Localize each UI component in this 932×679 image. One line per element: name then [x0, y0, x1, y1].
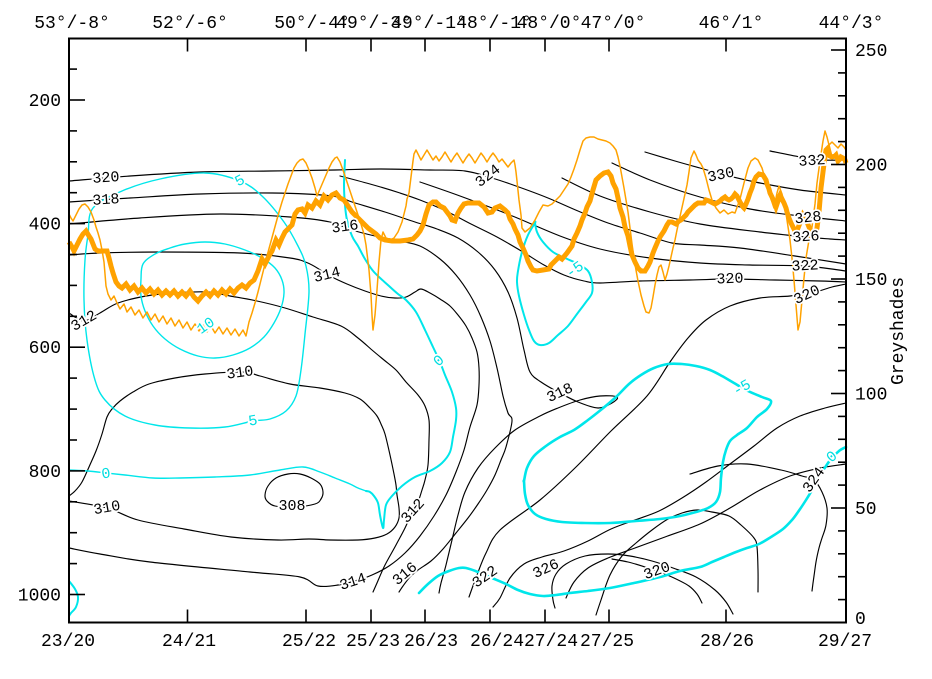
svg-text:50°/-4°: 50°/-4° [274, 14, 350, 34]
svg-text:44°/3°: 44°/3° [819, 14, 884, 34]
svg-text:29/27: 29/27 [818, 632, 872, 652]
svg-text:23/20: 23/20 [41, 632, 95, 652]
svg-text:25/22: 25/22 [282, 632, 336, 652]
svg-text:318: 318 [92, 191, 120, 210]
svg-text:150: 150 [855, 271, 887, 291]
svg-text:250: 250 [855, 42, 887, 62]
svg-text:328: 328 [794, 209, 823, 229]
svg-text:200: 200 [29, 92, 61, 112]
svg-text:Greyshades: Greyshades [889, 277, 909, 385]
svg-text:400: 400 [29, 216, 61, 236]
svg-text:53°/-8°: 53°/-8° [34, 14, 110, 34]
svg-text:320: 320 [716, 271, 744, 289]
svg-text:50: 50 [855, 500, 877, 520]
svg-text:28/26: 28/26 [700, 632, 754, 652]
svg-text:200: 200 [855, 157, 887, 177]
svg-text:308: 308 [278, 498, 305, 515]
svg-text:1000: 1000 [18, 587, 61, 607]
svg-text:46°/1°: 46°/1° [699, 14, 764, 34]
svg-text:47°/0°: 47°/0° [581, 14, 646, 34]
svg-text:49°/-3°: 49°/-3° [336, 14, 412, 34]
svg-text:310: 310 [226, 363, 255, 384]
svg-text:48°/-1°: 48°/-1° [456, 14, 532, 34]
svg-text:800: 800 [29, 463, 61, 483]
svg-text:326: 326 [792, 228, 820, 247]
svg-text:26/23: 26/23 [404, 632, 458, 652]
svg-text:320: 320 [92, 169, 120, 188]
svg-text:600: 600 [29, 339, 61, 359]
svg-text:24/21: 24/21 [162, 632, 216, 652]
svg-text:322: 322 [791, 257, 819, 275]
svg-text:27/25: 27/25 [580, 632, 634, 652]
svg-text:332: 332 [798, 152, 826, 171]
svg-text:48°/0°: 48°/0° [517, 14, 582, 34]
svg-text:25/23: 25/23 [346, 632, 400, 652]
svg-text:0: 0 [855, 610, 866, 630]
svg-text:0: 0 [100, 465, 111, 483]
svg-text:26/24: 26/24 [470, 632, 524, 652]
svg-text:100: 100 [855, 386, 887, 406]
svg-text:27/24: 27/24 [524, 632, 578, 652]
svg-text:52°/-6°: 52°/-6° [152, 14, 228, 34]
svg-text:49°/-1°: 49°/-1° [391, 14, 467, 34]
